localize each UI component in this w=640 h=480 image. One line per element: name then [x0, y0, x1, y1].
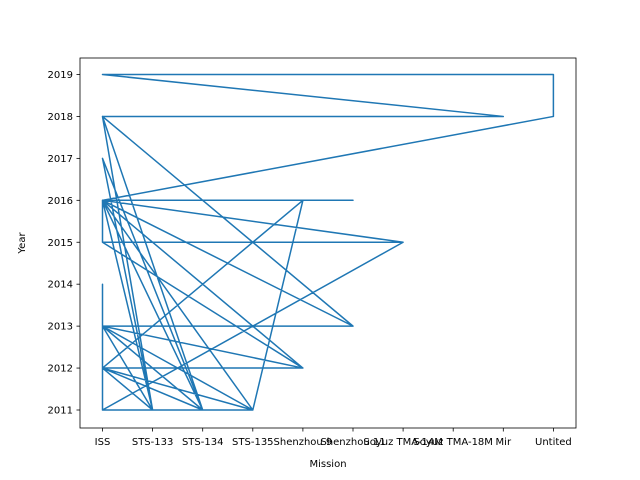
y-axis-label: Year — [17, 232, 28, 255]
y-tick-label: 2011 — [48, 406, 73, 417]
y-tick-label: 2017 — [48, 154, 73, 165]
y-tick-label: 2018 — [48, 112, 73, 123]
x-tick-label: STS-133 — [132, 437, 174, 448]
y-tick-label: 2016 — [48, 196, 73, 207]
x-tick-label: Soyuz TMA-14M — [363, 437, 442, 448]
y-tick-label: 2014 — [48, 280, 73, 291]
x-tick-label: ISS — [95, 437, 111, 448]
x-tick-label: STS-135 — [232, 437, 274, 448]
x-tick-label: Soyuz TMA-18M — [413, 437, 492, 448]
y-tick-label: 2013 — [48, 322, 73, 333]
x-axis-label: Mission — [309, 459, 346, 470]
y-tick-label: 2012 — [48, 364, 73, 375]
x-tick-label: Mir — [496, 437, 512, 448]
x-tick-label: Shenzhou 11 — [320, 437, 385, 448]
y-tick-label: 2015 — [48, 238, 73, 249]
x-tick-label: Shenzhou 9 — [274, 437, 333, 448]
y-tick-label: 2019 — [48, 70, 73, 81]
series-line-0 — [101, 73, 555, 411]
x-axis-ticks: ISS STS-133 STS-134 STS-135 Shenzhou 9Shenzh… — [95, 428, 572, 448]
x-tick-label: Untited — [535, 437, 572, 448]
series-layer — [101, 73, 555, 411]
y-axis-ticks: 2011 2012 2013 2014 2015 2016 2017 2018 2019 — [48, 70, 80, 417]
x-tick-label: STS-134 — [182, 437, 224, 448]
plot-frame — [79, 57, 577, 429]
